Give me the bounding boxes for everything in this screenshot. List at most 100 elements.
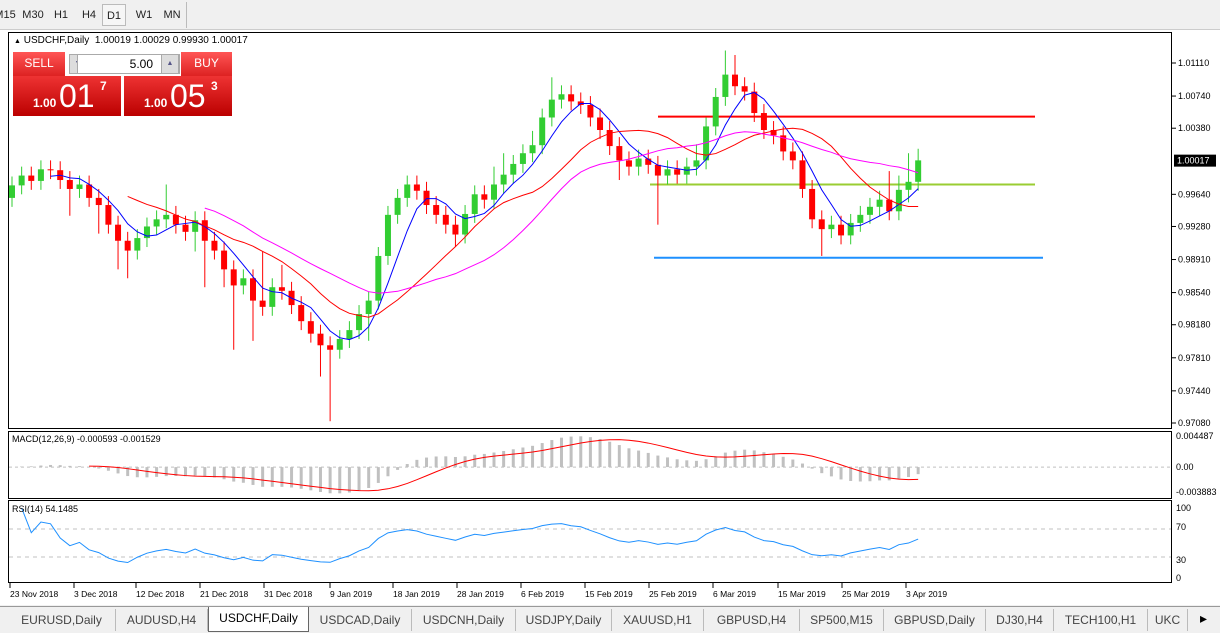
lot-size-input[interactable]: 5.00: [77, 54, 180, 74]
bull-candle: [558, 94, 565, 100]
bear-candle: [838, 224, 845, 236]
ask-price-button[interactable]: 1.00 05 3: [124, 76, 232, 116]
collapse-triangle-icon[interactable]: ▲: [14, 38, 21, 45]
bear-candle: [259, 300, 266, 307]
tab-usdjpy-daily[interactable]: USDJPY,Daily: [516, 609, 612, 631]
price-tick-label: 1.00740: [1178, 91, 1211, 101]
tab-usdcad-daily[interactable]: USDCAD,Daily: [309, 609, 412, 631]
bear-candle: [327, 345, 334, 350]
ask-price-big: 05: [170, 78, 206, 114]
bull-candle: [722, 74, 729, 97]
bull-candle: [240, 278, 247, 286]
tab-ukc[interactable]: UKC: [1148, 609, 1188, 631]
macd-signal-line: [89, 439, 919, 492]
date-tick-label: 15 Feb 2019: [585, 589, 633, 599]
price-tick-label: 1.00380: [1178, 123, 1211, 133]
bull-candle: [143, 226, 150, 239]
date-tick-label: 18 Jan 2019: [393, 589, 440, 599]
bull-candle: [9, 185, 15, 198]
bear-candle: [105, 205, 112, 225]
timeframe-m15[interactable]: M15: [0, 9, 16, 21]
chart-window[interactable]: 1.01110 1.00740 1.00380 0.99640 0.99280 0.989…: [0, 30, 1220, 605]
ask-price-prefix: 1.00: [144, 96, 168, 110]
bull-candle: [491, 184, 497, 200]
bear-candle: [66, 180, 73, 189]
timeframe-h1[interactable]: H1: [53, 9, 69, 21]
bull-candle: [153, 219, 160, 227]
bull-candle: [866, 206, 873, 215]
bull-candle: [529, 145, 536, 154]
tab-audusd-h4[interactable]: AUDUSD,H4: [116, 609, 208, 631]
bear-candle: [452, 224, 459, 235]
rsi-tick-label: 70: [1176, 522, 1186, 532]
bull-candle: [703, 126, 710, 161]
tab-eurusd-daily[interactable]: EURUSD,Daily: [8, 609, 116, 631]
bid-price-pip: 7: [100, 79, 107, 93]
bull-candle: [404, 184, 411, 198]
timeframe-w1[interactable]: W1: [135, 9, 153, 21]
bull-candle: [375, 255, 382, 301]
macd-pane-frame: [8, 431, 1172, 499]
buy-button[interactable]: BUY: [181, 52, 232, 76]
bear-candle: [568, 94, 575, 102]
bear-candle: [625, 160, 632, 167]
bear-candle: [732, 74, 738, 87]
ohlc-readout: 1.00019 1.00029 0.99930 1.00017: [94, 35, 248, 46]
bear-candle: [616, 146, 623, 161]
tab-usdcnh-daily[interactable]: USDCNH,Daily: [412, 609, 516, 631]
rsi-tick-label: 0: [1176, 573, 1181, 583]
bull-candle: [365, 300, 372, 315]
bull-candle: [519, 153, 526, 164]
bid-price-big: 01: [59, 78, 95, 114]
rsi-tick-label: 30: [1176, 555, 1186, 565]
bid-price-prefix: 1.00: [33, 96, 57, 110]
tab-gbpusd-h4[interactable]: GBPUSD,H4: [704, 609, 800, 631]
bear-candle: [587, 104, 594, 118]
bear-candle: [751, 91, 758, 114]
bull-candle: [76, 184, 83, 189]
timeframe-d1[interactable]: D1: [102, 4, 126, 26]
bear-candle: [818, 219, 825, 230]
bear-candle: [442, 214, 449, 225]
chart-tabs: EURUSD,Daily AUDUSD,H4 USDCHF,Daily USDCAD,…: [0, 606, 1220, 633]
bear-candle: [307, 321, 314, 334]
price-tick-label: 0.97440: [1178, 386, 1211, 396]
tab-xauusd-h1[interactable]: XAUUSD,H1: [612, 609, 704, 631]
price-tick-label: 0.99640: [1178, 189, 1211, 199]
tab-gbpusd-daily[interactable]: GBPUSD,Daily: [884, 609, 986, 631]
bear-candle: [423, 190, 430, 206]
tabs-scroll-right-icon[interactable]: ▸: [1200, 610, 1208, 626]
rsi-label: RSI(14) 54.1485: [12, 504, 78, 514]
chart-canvas[interactable]: 1.01110 1.00740 1.00380 0.99640 0.99280 0.989…: [0, 30, 1220, 605]
bull-candle: [510, 163, 517, 175]
bull-candle: [394, 197, 401, 215]
price-tick-label: 0.99280: [1178, 221, 1211, 231]
bull-candle: [336, 339, 343, 350]
tab-sp500-m15[interactable]: SP500,M15: [800, 609, 884, 631]
date-tick-label: 6 Feb 2019: [521, 589, 564, 599]
tab-tech100-h1[interactable]: TECH100,H1: [1054, 609, 1148, 631]
bear-candle: [230, 269, 237, 286]
date-tick-label: 28 Jan 2019: [457, 589, 504, 599]
date-tick-label: 31 Dec 2018: [264, 589, 312, 599]
tab-usdchf-daily[interactable]: USDCHF,Daily: [208, 607, 309, 632]
bull-candle: [462, 213, 469, 235]
timeframe-mn[interactable]: MN: [163, 9, 181, 21]
timeframe-h4[interactable]: H4: [81, 9, 97, 21]
date-tick-label: 6 Mar 2019: [713, 589, 756, 599]
ma-slow-line: [204, 131, 919, 294]
timeframe-m30[interactable]: M30: [22, 9, 44, 21]
bull-candle: [134, 238, 141, 251]
bear-candle: [28, 175, 35, 181]
bull-candle: [539, 117, 546, 146]
bear-candle: [433, 205, 440, 215]
bid-price-button[interactable]: 1.00 01 7: [13, 76, 121, 116]
chart-title: ▲ USDCHF,Daily 1.00019 1.00029 0.99930 1…: [14, 35, 248, 46]
bear-candle: [481, 194, 488, 200]
tab-dj30-h4[interactable]: DJ30,H4: [986, 609, 1054, 631]
bull-candle: [635, 158, 642, 167]
bear-candle: [278, 287, 285, 291]
sell-button[interactable]: SELL: [13, 52, 65, 76]
lot-increase-button[interactable]: ▲: [161, 54, 179, 74]
bear-candle: [780, 135, 787, 152]
